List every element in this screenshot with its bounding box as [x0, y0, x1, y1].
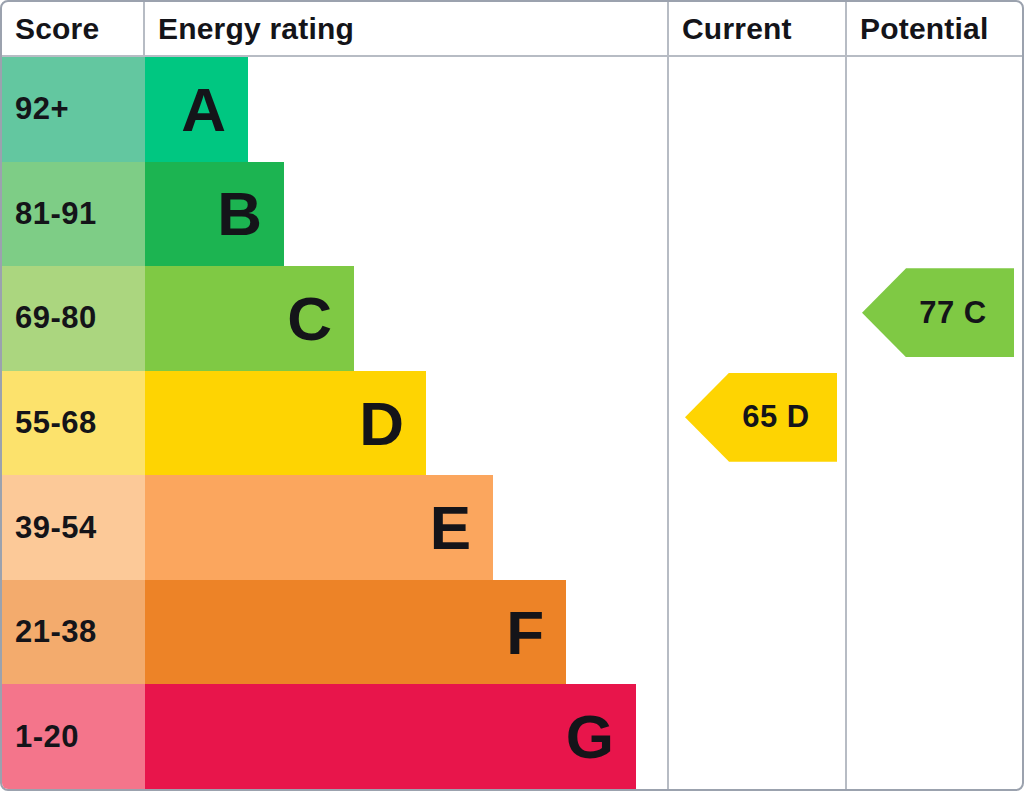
current-rating-arrow: 65 D: [685, 373, 837, 462]
score-range-c: 69-80: [2, 266, 145, 371]
band-bar-c: C: [145, 266, 354, 371]
potential-cell: 77 C: [845, 266, 1022, 371]
band-bar-g: G: [145, 684, 636, 789]
band-bar-d: D: [145, 371, 426, 476]
score-range-g: 1-20: [2, 684, 145, 789]
potential-cell: [845, 684, 1022, 789]
bar-area: C: [145, 266, 667, 371]
header-potential: Potential: [845, 2, 1022, 55]
score-range-f: 21-38: [2, 580, 145, 685]
band-bar-f: F: [145, 580, 566, 685]
band-bar-e: E: [145, 475, 493, 580]
header-current: Current: [667, 2, 845, 55]
potential-cell: [845, 162, 1022, 267]
header-energy-rating: Energy rating: [145, 2, 667, 55]
rating-row-e: 39-54 E: [2, 475, 1022, 580]
epc-rating-chart: Score Energy rating Current Potential 92…: [0, 0, 1024, 791]
potential-rating-arrow: 77 C: [862, 268, 1014, 357]
rating-rows: 92+ A 81-91 B 69-80 C 77 C: [2, 57, 1022, 789]
score-range-a: 92+: [2, 57, 145, 162]
current-cell: 65 D: [667, 371, 845, 476]
bar-area: B: [145, 162, 667, 267]
band-bar-b: B: [145, 162, 284, 267]
score-range-d: 55-68: [2, 371, 145, 476]
potential-cell: [845, 371, 1022, 476]
potential-cell: [845, 580, 1022, 685]
current-cell: [667, 266, 845, 371]
current-cell: [667, 57, 845, 162]
rating-row-b: 81-91 B: [2, 162, 1022, 267]
band-bar-a: A: [145, 57, 248, 162]
rating-row-a: 92+ A: [2, 57, 1022, 162]
bar-area: A: [145, 57, 667, 162]
score-range-b: 81-91: [2, 162, 145, 267]
current-cell: [667, 580, 845, 685]
bar-area: F: [145, 580, 667, 685]
current-cell: [667, 475, 845, 580]
rating-row-d: 55-68 D 65 D: [2, 371, 1022, 476]
potential-cell: [845, 475, 1022, 580]
rating-row-g: 1-20 G: [2, 684, 1022, 789]
bar-area: G: [145, 684, 667, 789]
header-score: Score: [2, 2, 145, 55]
rating-row-f: 21-38 F: [2, 580, 1022, 685]
current-cell: [667, 162, 845, 267]
bar-area: D: [145, 371, 667, 476]
potential-cell: [845, 57, 1022, 162]
current-cell: [667, 684, 845, 789]
rating-row-c: 69-80 C 77 C: [2, 266, 1022, 371]
table-header: Score Energy rating Current Potential: [2, 2, 1022, 57]
score-range-e: 39-54: [2, 475, 145, 580]
bar-area: E: [145, 475, 667, 580]
